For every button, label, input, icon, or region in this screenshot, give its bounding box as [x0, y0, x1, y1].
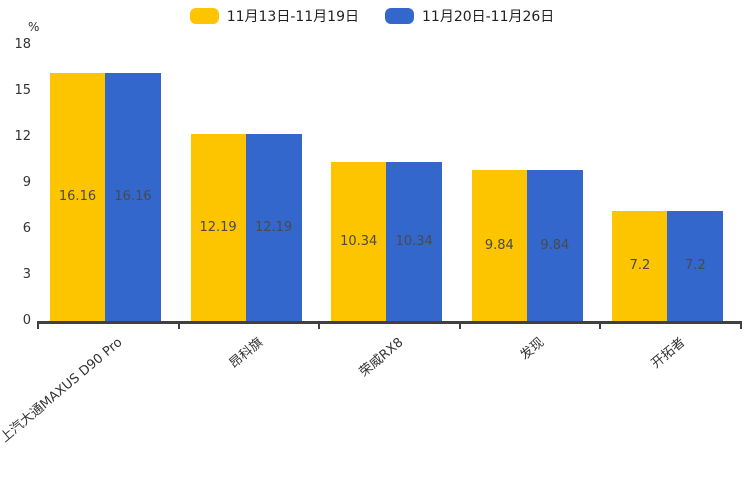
bar-value-label: 12.19	[199, 219, 237, 235]
x-category-label: 开拓者	[648, 335, 688, 372]
legend-label-week1: 11月13日-11月19日	[226, 9, 359, 25]
axis-tick	[599, 323, 602, 329]
axis-tick	[177, 323, 180, 329]
y-tick-label: 6	[22, 221, 31, 236]
legend-swatch-week1	[189, 8, 219, 24]
bar-value-label: 16.16	[114, 189, 152, 205]
bar-series1-4	[471, 170, 527, 321]
bar-value-label: 10.34	[340, 233, 378, 249]
legend-swatch-week2	[385, 8, 414, 24]
bar-value-label: 9.84	[540, 237, 570, 253]
bar-value-label: 7.2	[629, 257, 651, 273]
bar-series1-1	[50, 73, 105, 321]
bar-series2-1	[105, 73, 161, 321]
axis-tick	[458, 323, 461, 329]
y-tick-label: 9	[22, 175, 31, 190]
y-tick-label: 15	[14, 83, 31, 98]
x-category-label: 上汽大通MAXUS D90 Pro	[0, 335, 126, 446]
bar-value-label: 12.19	[254, 219, 293, 235]
bar-series2-3	[386, 162, 443, 321]
y-axis-unit-label: %	[28, 20, 40, 34]
bar-value-label: 10.34	[395, 233, 433, 249]
legend: 11月13日-11月19日 11月20日-11月26日	[0, 6, 744, 26]
axis-tick	[740, 323, 742, 329]
x-category-label: 发现	[517, 335, 548, 364]
y-tick-label: 3	[22, 267, 31, 282]
y-tick-label: 18	[14, 37, 31, 52]
bar-series1-5	[612, 210, 668, 321]
legend-item-week1[interactable]: 11月13日-11月19日	[189, 6, 359, 26]
bar-value-label: 16.16	[58, 189, 97, 205]
legend-item-week2[interactable]: 11月20日-11月26日	[385, 6, 554, 26]
x-category-label: 昂科旗	[226, 335, 267, 372]
y-tick-label: 0	[22, 313, 31, 328]
bar-series2-2	[245, 134, 302, 321]
axis-tick	[37, 323, 39, 329]
bar-series2-5	[667, 210, 724, 321]
bar-value-label: 9.84	[484, 237, 514, 253]
axis-tick	[318, 323, 321, 329]
bar-series1-2	[190, 134, 246, 321]
bar-series2-4	[526, 170, 583, 321]
x-axis-line	[37, 321, 742, 324]
bar-series1-3	[331, 162, 387, 321]
x-category-label: 荣威RX8	[357, 335, 407, 381]
y-tick-label: 12	[14, 129, 31, 144]
legend-label-week2: 11月20日-11月26日	[422, 9, 555, 25]
bar-value-label: 7.2	[685, 257, 706, 273]
